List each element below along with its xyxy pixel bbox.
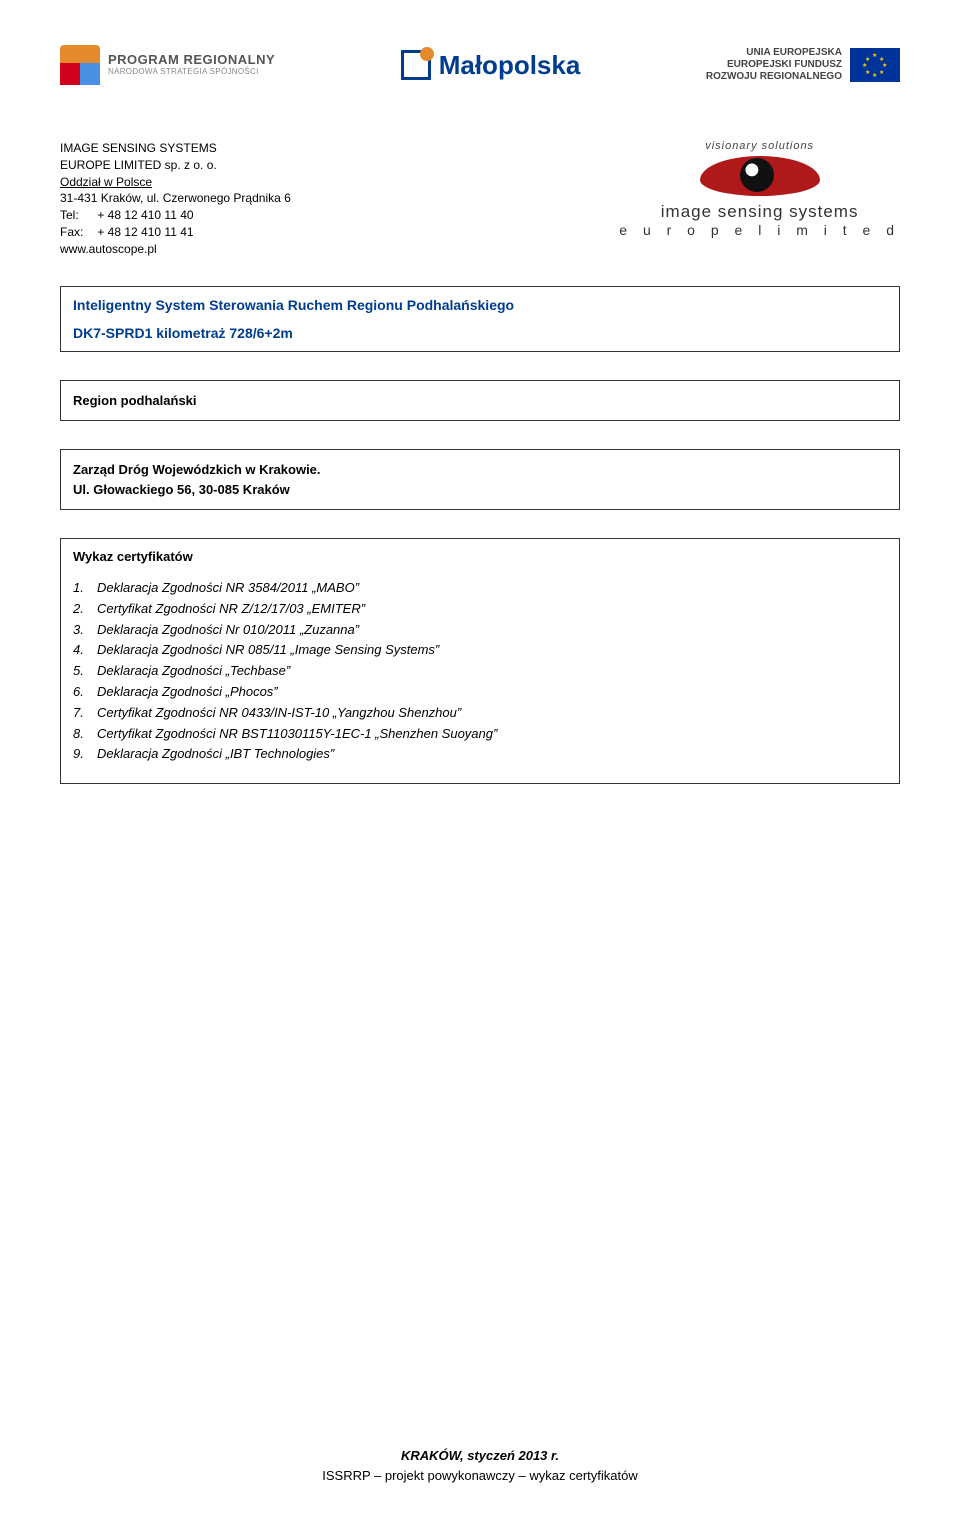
eu-line2: EUROPEJSKI FUNDUSZ [706,59,842,71]
company-web: www.autoscope.pl [60,241,291,258]
company-tel-row: Tel: + 48 12 410 11 40 [60,207,291,224]
certificate-item: 4.Deklaracja Zgodności NR 085/11 „Image … [97,640,887,661]
region-text: Region podhalański [73,391,887,411]
certificate-item: 1.Deklaracja Zgodności NR 3584/2011 „MAB… [97,578,887,599]
malopolska-text: Małopolska [439,50,581,81]
certificate-item: 5.Deklaracja Zgodności „Techbase” [97,661,887,682]
company-fax-label: Fax: [60,224,94,241]
certificate-item-number: 6. [73,682,84,703]
certificate-item-number: 8. [73,724,84,745]
program-regionalny-icon [60,45,100,85]
company-logo: visionary solutions image sensing system… [619,140,900,238]
eu-text: UNIA EUROPEJSKA EUROPEJSKI FUNDUSZ ROZWO… [706,47,842,83]
project-title: Inteligentny System Sterowania Ruchem Re… [73,297,887,313]
box-project-title: Inteligentny System Sterowania Ruchem Re… [60,286,900,352]
footer-line2: ISSRRP – projekt powykonawczy – wykaz ce… [0,1466,960,1486]
certificate-item-number: 3. [73,620,84,641]
client-line2: Ul. Głowackiego 56, 30-085 Kraków [73,480,887,500]
certificate-item-number: 4. [73,640,84,661]
company-branch: Oddział w Polsce [60,174,291,191]
company-name1: IMAGE SENSING SYSTEMS [60,140,291,157]
certificate-item: 9.Deklaracja Zgodności „IBT Technologies… [97,744,887,765]
footer-line1: KRAKÓW, styczeń 2013 r. [0,1446,960,1466]
company-fax: + 48 12 410 11 41 [97,225,193,239]
box-region: Region podhalański [60,380,900,422]
company-block: IMAGE SENSING SYSTEMS EUROPE LIMITED sp.… [60,140,900,258]
page: PROGRAM REGIONALNY NARODOWA STRATEGIA SP… [0,0,960,1515]
certificate-item-number: 5. [73,661,84,682]
certificate-item-text: Deklaracja Zgodności NR 3584/2011 „MABO” [97,580,359,595]
company-logo-name1: image sensing systems [619,202,900,222]
certificates-list: 1. Deklaracja Zgodności NR 3584/2011 „MAB… [73,578,887,765]
company-tel-label: Tel: [60,207,94,224]
certificate-item-number: 2. [73,599,84,620]
certificate-item-text: Certyfikat Zgodności NR BST11030115Y-1EC… [97,726,497,741]
certificate-item-text: Deklaracja Zgodności „Techbase” [97,663,290,678]
project-sub: DK7-SPRD1 kilometraż 728/6+2m [73,325,887,341]
certificate-item: 3.Deklaracja Zgodności Nr 010/2011 „Zuza… [97,620,887,641]
client-line1: Zarząd Dróg Wojewódzkich w Krakowie. [73,460,887,480]
certificate-item-text: Certyfikat Zgodności NR Z/12/17/03 „EMIT… [97,601,365,616]
certificate-item-text: Deklaracja Zgodności Nr 010/2011 „Zuzann… [97,622,359,637]
certificate-item-text: Deklaracja Zgodności „Phocos” [97,684,278,699]
company-info: IMAGE SENSING SYSTEMS EUROPE LIMITED sp.… [60,140,291,258]
company-fax-row: Fax: + 48 12 410 11 41 [60,224,291,241]
company-tel: + 48 12 410 11 40 [97,208,193,222]
certificate-item: 7.Certyfikat Zgodności NR 0433/IN-IST-10… [97,703,887,724]
company-logo-tagline: visionary solutions [619,140,900,152]
eye-icon [700,156,820,196]
eu-line3: ROZWOJU REGIONALNEGO [706,71,842,83]
logo-malopolska: Małopolska [401,50,581,81]
eu-flag-icon: ★ ★ ★ ★ ★ ★ ★ ★ [850,48,900,82]
footer: KRAKÓW, styczeń 2013 r. ISSRRP – projekt… [0,1446,960,1485]
certificate-item-number: 1. [73,578,84,599]
eu-line1: UNIA EUROPEJSKA [706,47,842,59]
certificate-item-text: Certyfikat Zgodności NR 0433/IN-IST-10 „… [97,705,461,720]
certificate-item: 2.Certyfikat Zgodności NR Z/12/17/03 „EM… [97,599,887,620]
box-certificates: Wykaz certyfikatów 1. Deklaracja Zgodnośc… [60,538,900,784]
logo-eu: UNIA EUROPEJSKA EUROPEJSKI FUNDUSZ ROZWO… [706,47,900,83]
certificate-item-text: Deklaracja Zgodności NR 085/11 „Image Se… [97,642,439,657]
company-name2: EUROPE LIMITED sp. z o. o. [60,157,291,174]
box-client: Zarząd Dróg Wojewódzkich w Krakowie. Ul.… [60,449,900,510]
certificate-item-number: 9. [73,744,84,765]
malopolska-icon [401,50,431,80]
certificate-item: 8.Certyfikat Zgodności NR BST11030115Y-1… [97,724,887,745]
certificate-item-number: 7. [73,703,84,724]
logo-program-regionalny: PROGRAM REGIONALNY NARODOWA STRATEGIA SP… [60,45,275,85]
certificates-title: Wykaz certyfikatów [73,549,887,564]
program-line2: NARODOWA STRATEGIA SPÓJNOŚCI [108,68,275,77]
company-logo-name2: e u r o p e l i m i t e d [619,222,900,238]
certificate-item: 6.Deklaracja Zgodności „Phocos” [97,682,887,703]
certificate-item-text: Deklaracja Zgodności „IBT Technologies” [97,746,334,761]
program-line1: PROGRAM REGIONALNY [108,53,275,67]
program-regionalny-text: PROGRAM REGIONALNY NARODOWA STRATEGIA SP… [108,53,275,76]
header-logos: PROGRAM REGIONALNY NARODOWA STRATEGIA SP… [60,30,900,100]
company-address: 31-431 Kraków, ul. Czerwonego Prądnika 6 [60,190,291,207]
